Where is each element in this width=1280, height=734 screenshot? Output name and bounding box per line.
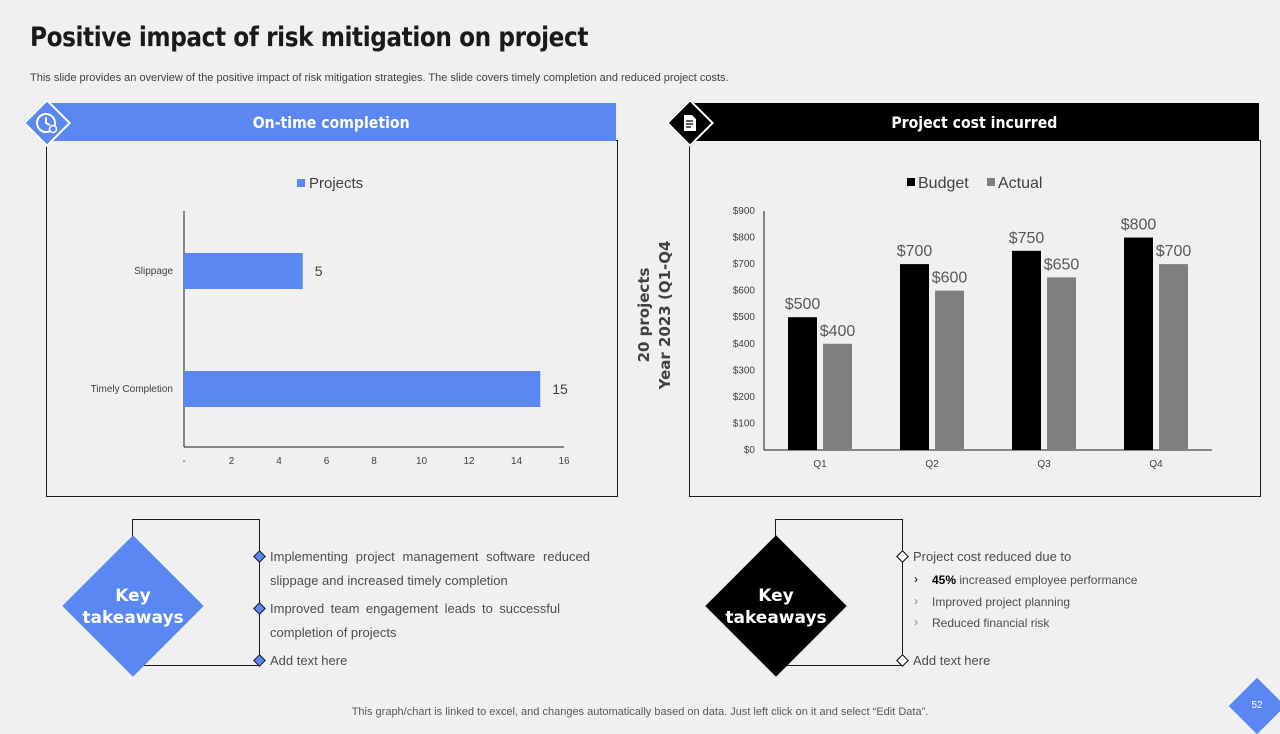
y-tick-label: $200: [733, 392, 756, 403]
data-label: $750: [1009, 230, 1045, 247]
right-sub-1-bold: 45%: [932, 573, 957, 587]
x-tick-label: 6: [324, 456, 330, 467]
x-tick-label: 14: [511, 456, 523, 467]
page-title: Positive impact of risk mitigation on pr…: [30, 22, 589, 53]
left-takeaway-label: Key takeaways: [63, 585, 203, 629]
legend-label-actual: Actual: [998, 175, 1042, 192]
y-tick-label: $900: [733, 206, 756, 217]
right-panel-header: Project cost incurred: [689, 103, 1259, 141]
bar-budget-q1: [788, 317, 817, 450]
bar-slippage: [184, 253, 303, 289]
bar-budget-q4: [1124, 237, 1153, 450]
bar-timely-completion: [184, 371, 541, 407]
left-chart-panel: [46, 140, 618, 497]
right-sub-2: › Improved project planning: [914, 594, 1071, 609]
bar-actual-q4: [1159, 264, 1188, 450]
y-tick-label: $300: [733, 365, 756, 376]
data-label: 15: [552, 381, 568, 397]
left-bullet-1-line2: slippage and increased timely completion: [270, 573, 508, 588]
right-sub-1-text: increased employee performance: [956, 573, 1138, 587]
left-panel-title: On-time completion: [252, 112, 410, 132]
left-bullet-2-line2: completion of projects: [270, 625, 397, 640]
data-label: 5: [315, 263, 323, 279]
left-takeaway-label-2: takeaways: [82, 608, 184, 628]
bar-budget-q2: [900, 264, 929, 450]
x-tick-label: -: [182, 456, 185, 467]
on-time-completion-chart: Projects - 2 4 6 8 10 12 14 16 Slippage 5 Timely Com…: [91, 175, 570, 467]
category-label: Q1: [813, 459, 827, 470]
y-tick-label: $800: [733, 233, 756, 244]
project-cost-chart: Budget Actual $0 $100 $200 $300 $400 $500 $600 $7…: [733, 175, 1212, 470]
data-label: $800: [1121, 217, 1157, 234]
x-tick-label: 2: [229, 456, 235, 467]
right-bullet-intro: Project cost reduced due to: [913, 549, 1072, 564]
bar-actual-q1: [823, 343, 852, 450]
left-bullet-1-line1: Implementing project management software…: [270, 549, 590, 564]
page-number: 52: [1251, 700, 1263, 711]
y-tick-label: $100: [733, 418, 756, 429]
y-tick-label: $700: [733, 259, 756, 270]
side-label-line2: Year 2023 (Q1-Q4: [656, 241, 674, 391]
left-takeaway-label-1: Key: [115, 586, 151, 606]
left-bullet-2: Improved team engagement leads to succes…: [270, 597, 560, 645]
chevron-right-icon: ›: [914, 572, 918, 586]
right-sub-3: › Reduced financial risk: [914, 615, 1050, 630]
bar-budget-q3: [1012, 250, 1041, 450]
data-label: $600: [932, 270, 968, 287]
right-sub-3-text: Reduced financial risk: [932, 616, 1050, 630]
left-bullet-3-line1: Add text here: [270, 653, 348, 668]
legend-swatch-projects: [297, 179, 305, 187]
category-label: Q4: [1149, 459, 1163, 470]
data-label: $400: [820, 323, 856, 340]
x-tick-label: 10: [416, 456, 428, 467]
x-tick-label: 4: [276, 456, 282, 467]
left-bullet-2-line1: Improved team engagement leads to succes…: [270, 601, 560, 616]
bar-actual-q3: [1047, 277, 1076, 450]
data-label: $650: [1044, 256, 1080, 273]
right-bullet-last: Add text here: [913, 653, 991, 668]
legend-label-projects: Projects: [309, 175, 363, 192]
left-bullet-3: Add text here: [270, 649, 347, 673]
category-label: Slippage: [134, 266, 173, 277]
right-sub-1: › 45% increased employee performance: [914, 572, 1138, 587]
data-label: $700: [897, 243, 933, 260]
category-label: Timely Completion: [91, 384, 173, 395]
right-takeaway-label-1: Key: [758, 586, 794, 606]
page-subtitle: This slide provides an overview of the p…: [30, 72, 729, 84]
y-tick-label: $400: [733, 339, 756, 350]
clock-gear-icon: [30, 106, 64, 140]
footer-note: This graph/chart is linked to excel, and…: [351, 706, 929, 718]
category-label: Q3: [1037, 459, 1051, 470]
data-label: $500: [785, 296, 821, 313]
document-icon: [673, 106, 707, 140]
legend-swatch-actual: [987, 178, 995, 186]
chevron-right-icon: ›: [914, 615, 918, 629]
right-takeaway-label-2: takeaways: [725, 608, 827, 628]
data-label: $700: [1156, 243, 1192, 260]
y-tick-label: $600: [733, 286, 756, 297]
right-takeaway-label: Key takeaways: [706, 585, 846, 629]
right-sub-2-text: Improved project planning: [932, 595, 1071, 609]
right-panel-title: Project cost incurred: [890, 112, 1058, 132]
bar-actual-q2: [935, 290, 964, 450]
left-bullet-1: Implementing project management software…: [270, 545, 590, 593]
y-tick-label: $500: [733, 312, 756, 323]
y-tick-label: $0: [744, 445, 756, 456]
category-label: Q2: [925, 459, 939, 470]
legend-label-budget: Budget: [918, 175, 969, 192]
left-panel-header: On-time completion: [46, 103, 616, 141]
x-tick-label: 8: [371, 456, 377, 467]
x-tick-label: 16: [558, 456, 570, 467]
legend-swatch-budget: [907, 178, 915, 186]
side-label-line1: 20 projects: [635, 268, 653, 363]
period-side-label: 20 projects Year 2023 (Q1-Q4: [635, 241, 674, 391]
chevron-right-icon: ›: [914, 594, 918, 608]
x-tick-label: 12: [463, 456, 475, 467]
